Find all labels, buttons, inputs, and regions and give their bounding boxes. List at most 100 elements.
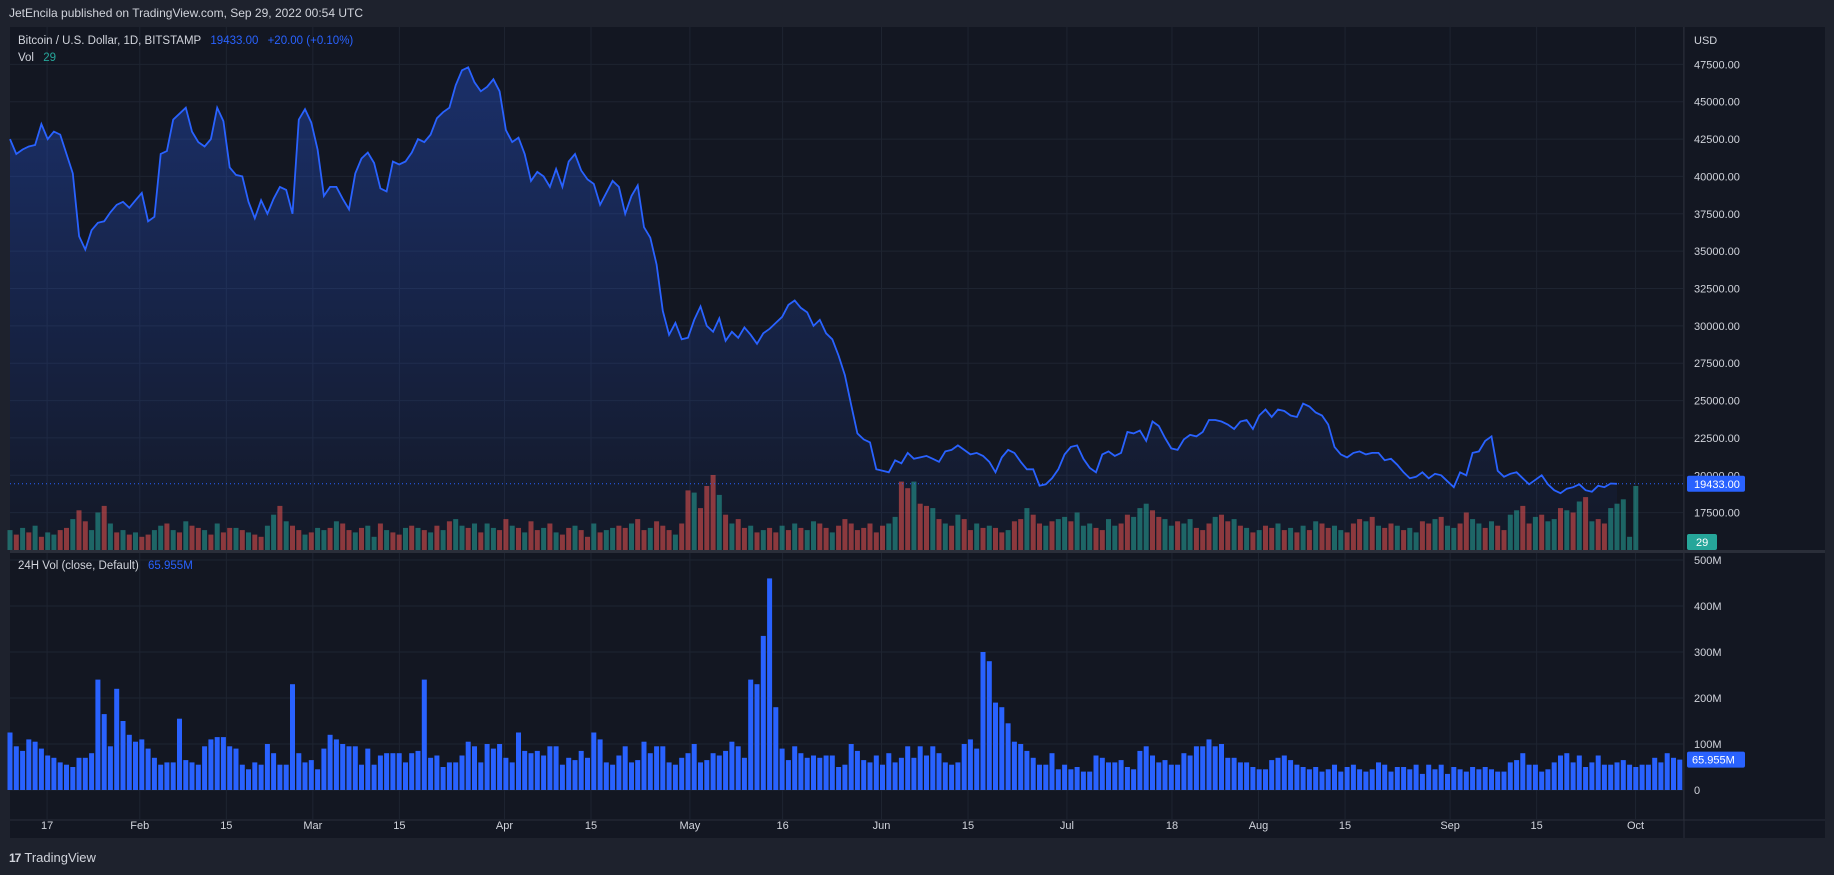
- volume-bar: [986, 525, 992, 550]
- volume-bar: [1514, 510, 1520, 550]
- volume-bar: [82, 521, 88, 550]
- volume-bar: [1558, 508, 1563, 550]
- vol24-bar: [1470, 767, 1476, 790]
- volume-bar: [610, 527, 616, 550]
- vol-label[interactable]: Vol: [18, 52, 34, 64]
- vol24-bar: [1539, 771, 1545, 790]
- volume-bar: [1193, 527, 1199, 550]
- volume-bar: [465, 527, 471, 550]
- vol24-bar: [1338, 771, 1344, 790]
- vol24-bar: [559, 764, 565, 790]
- vol24-bar: [610, 764, 616, 790]
- vol24-bar: [264, 744, 270, 790]
- volume-bar: [679, 523, 685, 550]
- volume-bar: [616, 525, 622, 550]
- vol24-bar: [1551, 762, 1557, 790]
- price-tick-label: 27500.00: [1694, 358, 1740, 370]
- vol24-bar: [1124, 767, 1130, 790]
- volume-bar: [359, 527, 364, 550]
- volume-bar: [1620, 499, 1626, 550]
- vol24-bar: [1332, 764, 1337, 790]
- vol24-label[interactable]: 24H Vol (close, Default): [18, 560, 139, 572]
- vol24-bar: [1445, 773, 1450, 790]
- volume-bar: [1520, 505, 1526, 550]
- symbol-title[interactable]: Bitcoin / U.S. Dollar, 1D, BITSTAMP: [18, 35, 202, 47]
- volume-bar: [1263, 525, 1268, 550]
- volume-bar: [1319, 523, 1325, 550]
- volume-bar: [1068, 521, 1074, 550]
- footer-brand[interactable]: 17 TradingView: [9, 850, 96, 865]
- vol24-bar: [321, 748, 327, 790]
- vol24-bar: [854, 750, 860, 790]
- vol24-bar: [1495, 771, 1501, 790]
- volume-bar: [1011, 521, 1017, 550]
- vol24-bar: [1438, 764, 1444, 790]
- volume-bar: [1325, 527, 1331, 550]
- volume-bar: [1576, 501, 1582, 550]
- volume-bar: [434, 525, 440, 550]
- vol24-bar: [38, 748, 44, 790]
- vol24-bar: [189, 762, 195, 790]
- volume-bar: [333, 521, 339, 550]
- vol24-bar: [1463, 771, 1469, 790]
- vol24-bar: [993, 702, 998, 790]
- volume-bar: [917, 503, 923, 550]
- volume-bar: [26, 532, 32, 550]
- vol24-bar: [873, 755, 879, 790]
- vol24-bar: [792, 746, 798, 790]
- vol24-bar: [1062, 764, 1068, 790]
- vol24-bar: [936, 753, 942, 790]
- volume-bar: [704, 486, 710, 550]
- volume-bar: [629, 523, 634, 550]
- volume-bar: [1281, 530, 1287, 550]
- vol24-bar: [1313, 767, 1319, 790]
- volume-bar: [597, 532, 603, 550]
- volume-bar: [886, 523, 892, 550]
- vol24-bar: [547, 746, 553, 790]
- vol24-bar: [1162, 760, 1168, 790]
- vol24-bar: [1005, 723, 1011, 790]
- volume-bar: [1062, 516, 1068, 550]
- time-tick-label: Aug: [1249, 820, 1269, 832]
- vol24-bar: [177, 718, 182, 790]
- vol24-bar: [446, 762, 452, 790]
- publish-header: JetEncila published on TradingView.com, …: [9, 6, 363, 20]
- vol24-bar: [1269, 760, 1275, 790]
- vol24-bar: [1200, 746, 1206, 790]
- vol24-bar: [145, 748, 151, 790]
- vol24-bar: [955, 762, 961, 790]
- volume-bar: [591, 523, 597, 550]
- vol24-bar: [1451, 767, 1457, 790]
- volume-bar: [961, 519, 967, 550]
- vol24-bar: [1645, 764, 1651, 790]
- volume-bar: [572, 525, 578, 550]
- vol24-bar: [566, 757, 572, 790]
- volume-bar: [867, 523, 873, 550]
- vol24-tick-label: 500M: [1694, 555, 1722, 567]
- vol24-bar: [1018, 744, 1024, 790]
- volume-bar: [1124, 514, 1130, 550]
- volume-bar: [710, 475, 716, 550]
- volume-bar: [936, 519, 942, 550]
- volume-bar: [1363, 521, 1369, 550]
- vol24-bar: [1614, 762, 1620, 790]
- volume-bar: [578, 530, 584, 550]
- vol24-bar: [785, 760, 791, 790]
- volume-bar: [1445, 525, 1450, 550]
- volume-bar: [654, 521, 660, 550]
- volume-bar: [490, 527, 496, 550]
- volume-bar: [993, 527, 998, 550]
- vol24-bar: [101, 714, 107, 790]
- volume-bar: [804, 530, 810, 550]
- volume-bar: [20, 527, 26, 550]
- volume-bar: [1231, 519, 1237, 550]
- vol24-bar: [252, 762, 258, 790]
- vol24-bar: [1576, 755, 1582, 790]
- volume-bar: [1407, 527, 1413, 550]
- volume-bar: [1413, 532, 1419, 550]
- vol24-bar: [1489, 769, 1494, 790]
- volume-bar: [440, 530, 446, 550]
- volume-bar: [114, 532, 120, 550]
- volume-bar: [1118, 523, 1124, 550]
